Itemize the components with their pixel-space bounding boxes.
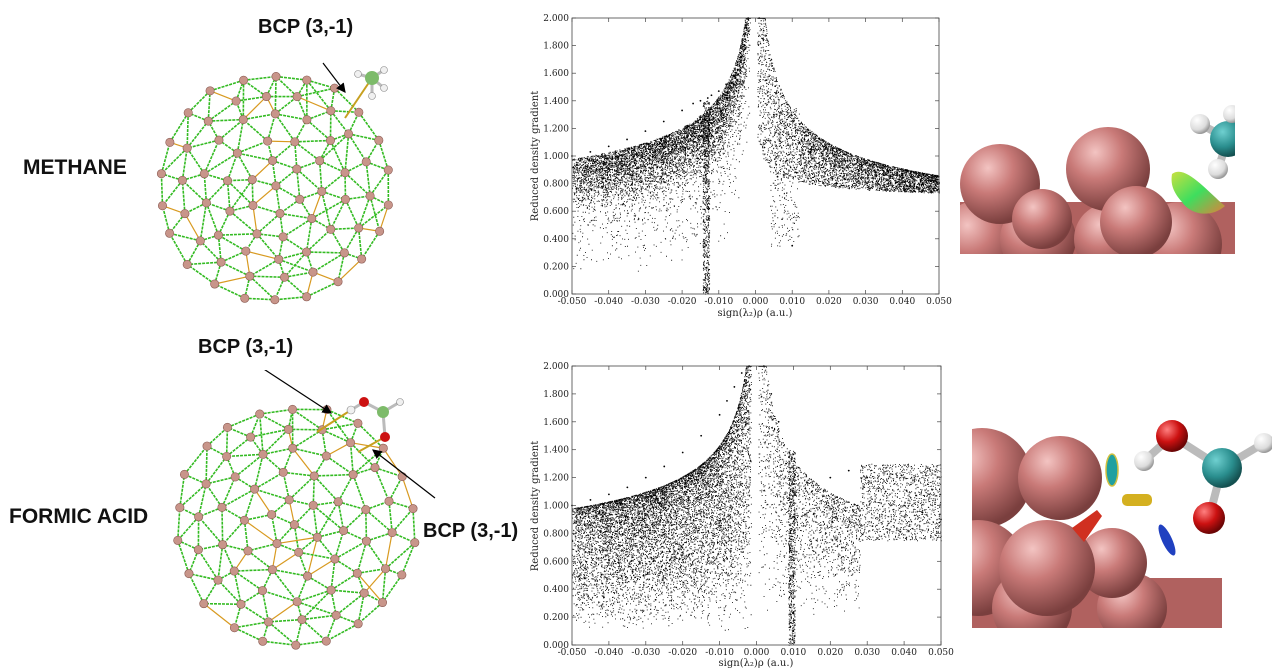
scatter-cloud xyxy=(572,366,942,646)
data-point xyxy=(663,121,665,123)
x-tick-label: 0.050 xyxy=(926,297,952,307)
nci-isosurface-render-methane xyxy=(960,94,1235,254)
data-point xyxy=(707,97,709,99)
data-point xyxy=(626,139,628,141)
y-tick-label: 1.600 xyxy=(543,69,569,79)
y-tick-label: 0.000 xyxy=(543,290,569,300)
x-tick-label: 0.010 xyxy=(781,648,807,658)
data-point xyxy=(769,97,771,99)
y-tick-label: 1.400 xyxy=(543,97,569,107)
data-point xyxy=(608,145,610,147)
data-point xyxy=(719,414,721,416)
y-tick-label: 2.000 xyxy=(543,362,569,372)
data-point xyxy=(590,499,592,501)
row-label-methane: METHANE xyxy=(23,156,127,180)
x-tick-label: 0.010 xyxy=(779,297,805,307)
x-tick-label: 0.050 xyxy=(928,648,954,658)
bcp-arrow-formic-2 xyxy=(373,450,435,498)
methane-cluster-image xyxy=(140,50,470,340)
y-tick-label: 1.600 xyxy=(543,418,569,428)
x-tick-label: 0.030 xyxy=(853,297,879,307)
y-tick-label: 1.800 xyxy=(543,390,569,400)
scatter-cloud xyxy=(572,18,940,295)
x-tick-label: 0.000 xyxy=(744,648,770,658)
data-point xyxy=(903,505,905,507)
data-point xyxy=(700,100,702,102)
data-point xyxy=(848,470,850,472)
data-point xyxy=(777,176,779,178)
y-tick-label: 0.400 xyxy=(543,585,569,595)
x-tick-label: -0.040 xyxy=(594,297,623,307)
y-axis-label: Reduced density gradient xyxy=(530,91,541,221)
x-axis-label: sign(λ₂)ρ (a.u.) xyxy=(718,308,793,319)
y-tick-label: 1.800 xyxy=(543,42,569,52)
x-tick-label: -0.030 xyxy=(631,297,660,307)
y-tick-label: 0.400 xyxy=(543,235,569,245)
data-point xyxy=(589,151,591,153)
y-tick-label: 0.200 xyxy=(543,262,569,272)
methane-carbon-atom xyxy=(365,71,379,85)
data-point xyxy=(718,90,720,92)
row-label-formic-acid: FORMIC ACID xyxy=(9,505,148,529)
y-axis-label: Reduced density gradient xyxy=(530,441,541,571)
bcp-label-methane: BCP (3,-1) xyxy=(258,16,353,39)
x-tick-label: -0.020 xyxy=(668,648,697,658)
data-point xyxy=(681,110,683,112)
x-tick-label: 0.020 xyxy=(817,648,843,658)
x-tick-label: 0.020 xyxy=(816,297,842,307)
data-point xyxy=(829,477,831,479)
data-point xyxy=(770,393,772,395)
data-point xyxy=(645,477,647,479)
data-point xyxy=(692,103,694,105)
y-tick-label: 0.600 xyxy=(543,207,569,217)
scatter-points xyxy=(571,17,940,295)
data-point xyxy=(682,452,684,454)
x-tick-label: -0.010 xyxy=(705,648,734,658)
data-point xyxy=(626,486,628,488)
data-point xyxy=(784,128,786,130)
data-point xyxy=(663,466,665,468)
y-tick-label: 0.800 xyxy=(543,180,569,190)
y-tick-label: 1.200 xyxy=(543,124,569,134)
data-point xyxy=(885,491,887,493)
plot-frame xyxy=(572,18,939,294)
y-tick-label: 1.000 xyxy=(543,152,569,162)
y-tick-label: 0.600 xyxy=(543,557,569,567)
x-tick-label: -0.010 xyxy=(704,297,733,307)
data-point xyxy=(741,372,743,374)
x-tick-label: 0.000 xyxy=(743,297,769,307)
data-point xyxy=(645,130,647,132)
data-point xyxy=(828,158,830,160)
scatter-points xyxy=(571,365,942,646)
x-tick-label: 0.040 xyxy=(891,648,917,658)
y-tick-label: 1.000 xyxy=(543,502,569,512)
nci-isosurface-render-formic-acid xyxy=(972,418,1272,628)
y-tick-label: 0.000 xyxy=(543,641,569,651)
x-tick-label: -0.030 xyxy=(631,648,660,658)
y-tick-label: 2.000 xyxy=(543,14,569,24)
x-tick-label: 0.040 xyxy=(889,297,915,307)
data-point xyxy=(700,435,702,437)
data-point xyxy=(608,493,610,495)
formic-acid-cluster-image xyxy=(155,370,455,660)
x-tick-label: 0.030 xyxy=(854,648,880,658)
data-point xyxy=(778,421,780,423)
data-point xyxy=(711,94,713,96)
y-tick-label: 1.400 xyxy=(543,446,569,456)
x-axis-label: sign(λ₂)ρ (a.u.) xyxy=(719,658,794,669)
cluster-atoms xyxy=(174,405,419,649)
y-tick-label: 0.800 xyxy=(543,529,569,539)
data-point xyxy=(725,83,727,85)
data-point xyxy=(791,245,793,247)
data-point xyxy=(733,386,735,388)
y-tick-label: 0.200 xyxy=(543,613,569,623)
y-tick-label: 1.200 xyxy=(543,474,569,484)
x-tick-label: -0.020 xyxy=(668,297,697,307)
x-tick-label: -0.040 xyxy=(594,648,623,658)
data-point xyxy=(726,400,728,402)
